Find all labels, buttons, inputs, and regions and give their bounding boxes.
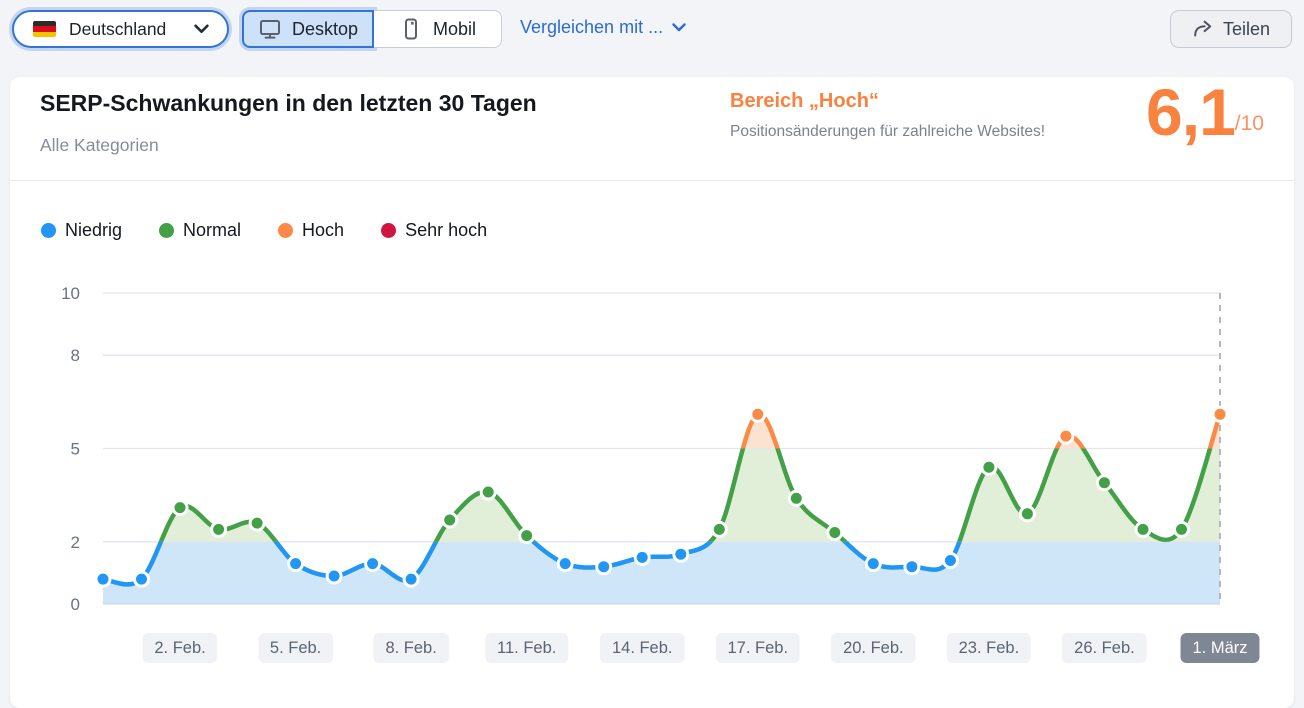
data-point[interactable] — [556, 555, 574, 573]
data-point[interactable] — [1057, 427, 1075, 445]
data-point[interactable] — [1173, 520, 1190, 538]
page-title: SERP-Schwankungen in den letzten 30 Tage… — [40, 90, 537, 116]
data-point[interactable] — [941, 552, 959, 569]
chevron-down-icon — [672, 23, 686, 32]
volatility-status: Bereich „Hoch“ Positionsänderungen für z… — [730, 90, 1045, 141]
data-point[interactable] — [1018, 505, 1036, 523]
score-max: /10 — [1234, 112, 1264, 135]
data-point[interactable] — [479, 483, 497, 501]
data-point[interactable] — [595, 558, 613, 576]
data-point[interactable] — [1095, 474, 1113, 492]
data-point[interactable] — [248, 514, 266, 532]
share-label: Teilen — [1222, 18, 1271, 39]
compare-with-link[interactable]: Vergleichen mit ... — [520, 17, 686, 38]
compare-with-label: Vergleichen mit ... — [520, 17, 664, 37]
line-segment-Normal — [158, 448, 1213, 542]
data-point[interactable] — [980, 458, 998, 476]
mobile-icon — [404, 18, 417, 40]
category-subtitle: Alle Kategorien — [40, 135, 159, 155]
data-point[interactable] — [864, 555, 882, 573]
status-description: Positionsänderungen für zahlreiche Websi… — [730, 123, 1046, 140]
country-selector[interactable]: Deutschland — [12, 10, 229, 48]
data-point[interactable] — [171, 499, 189, 517]
legend-item-very-high: Sehr hoch — [381, 220, 487, 241]
legend-label-high: Hoch — [302, 220, 345, 240]
header-divider — [10, 180, 1294, 181]
data-point[interactable] — [787, 489, 805, 507]
y-axis-label: 2 — [71, 533, 80, 552]
data-point[interactable] — [364, 555, 382, 573]
legend-item-normal: Normal — [159, 220, 241, 241]
legend-label-normal: Normal — [183, 220, 242, 240]
serp-volatility-card: SERP-Schwankungen in den letzten 30 Tage… — [10, 77, 1294, 708]
data-point[interactable] — [633, 548, 651, 566]
y-axis-label: 5 — [71, 440, 80, 459]
y-axis-label: 8 — [71, 346, 80, 365]
data-point[interactable] — [710, 520, 728, 538]
data-point[interactable] — [1134, 520, 1152, 538]
y-axis-label: 10 — [61, 284, 80, 303]
legend-label-very-high: Sehr hoch — [405, 220, 488, 240]
area-fill-Niedrig — [103, 541, 1220, 604]
legend-label-low: Niedrig — [65, 220, 123, 240]
chevron-down-icon — [194, 24, 209, 33]
volatility-chart: 0 2 5 8 10 — [61, 284, 1229, 614]
y-axis-label: 0 — [71, 595, 80, 614]
legend-dot-normal — [159, 223, 175, 238]
germany-flag-icon — [33, 21, 56, 37]
data-point[interactable] — [1211, 405, 1229, 423]
legend-dot-very-high — [381, 223, 397, 238]
legend-item-low: Niedrig — [41, 220, 122, 241]
data-point[interactable] — [749, 405, 767, 423]
data-point[interactable] — [210, 520, 228, 538]
score-value: 6,1 — [1146, 75, 1236, 149]
legend-dot-low — [41, 223, 56, 238]
data-point[interactable] — [441, 511, 459, 529]
data-point[interactable] — [402, 570, 420, 588]
device-mobile-button[interactable]: Mobil — [374, 10, 502, 48]
data-point[interactable] — [94, 570, 112, 588]
chart-legend: Niedrig Normal Hoch Sehr hoch — [41, 220, 487, 241]
volatility-score: 6,1 /10 — [1146, 75, 1264, 149]
device-mobile-label: Mobil — [432, 18, 476, 39]
legend-item-high: Hoch — [278, 220, 344, 241]
data-point[interactable] — [325, 567, 343, 585]
desktop-icon — [259, 20, 280, 39]
data-point[interactable] — [287, 555, 305, 573]
data-point[interactable] — [133, 570, 150, 588]
data-point[interactable] — [672, 545, 690, 563]
share-button[interactable]: Teilen — [1170, 10, 1292, 48]
data-point[interactable] — [826, 524, 844, 541]
device-desktop-button[interactable]: Desktop — [242, 10, 374, 48]
data-point[interactable] — [903, 558, 921, 576]
status-range-label: Bereich „Hoch“ — [730, 90, 879, 112]
legend-dot-high — [278, 223, 294, 238]
device-desktop-label: Desktop — [291, 18, 359, 39]
device-toggle: Desktop Mobil — [242, 10, 502, 48]
data-point[interactable] — [518, 527, 536, 545]
country-label: Deutschland — [69, 18, 167, 39]
share-arrow-icon — [1194, 20, 1212, 37]
